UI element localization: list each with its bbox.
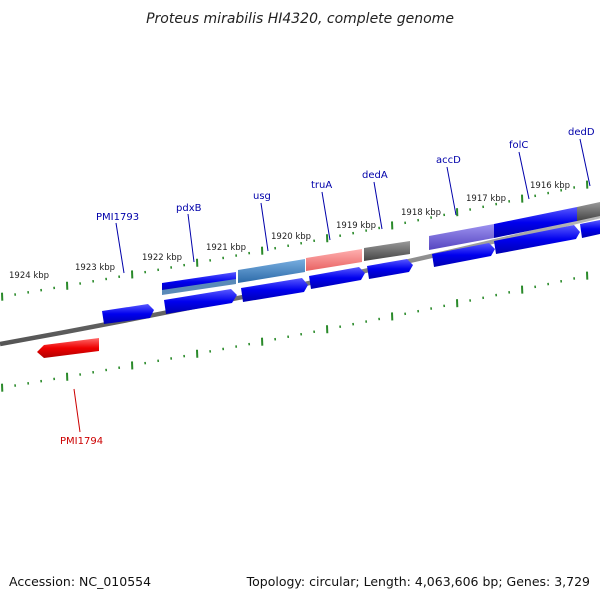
gene-arrow-folC[interactable] — [494, 225, 580, 254]
scale-label-1918: 1918 kbp — [401, 208, 441, 218]
scale-label-1922: 1922 kbp — [142, 253, 182, 263]
cds-upper-2[interactable] — [238, 259, 305, 283]
gene-label-truA[interactable]: truA — [311, 180, 332, 191]
leader-truA — [321, 191, 331, 241]
gene-label-dedA[interactable]: dedA — [362, 170, 388, 181]
scale-ticks-upper — [1, 180, 589, 301]
scale-label-1924: 1924 kbp — [9, 271, 49, 281]
scale-ticks-lower — [1, 271, 589, 392]
gene-arrow-usg[interactable] — [241, 278, 308, 302]
cds-upper-3[interactable] — [306, 249, 362, 271]
gene-label-dedD[interactable]: dedD — [568, 127, 595, 138]
gene-label-pdxB[interactable]: pdxB — [176, 203, 202, 214]
gene-label-pmi1794[interactable]: PMI1794 — [60, 436, 103, 447]
scale-label-1920: 1920 kbp — [271, 232, 311, 242]
leader-pmi1794 — [73, 388, 81, 433]
gene-label-pmi1793[interactable]: PMI1793 — [96, 212, 139, 223]
scale-label-1921: 1921 kbp — [206, 243, 246, 253]
gene-arrow-accD[interactable] — [432, 243, 495, 267]
scale-label-1923: 1923 kbp — [75, 263, 115, 273]
gene-arrow-dedD[interactable] — [580, 220, 600, 238]
gene-arrow-dedA[interactable] — [367, 259, 413, 279]
footer-summary: Topology: circular; Length: 4,063,606 bp… — [246, 574, 590, 589]
gene-label-folC[interactable]: folC — [509, 140, 528, 151]
gene-label-usg[interactable]: usg — [253, 191, 271, 202]
gene-arrow-pmi1793[interactable] — [102, 304, 154, 324]
footer-accession: Accession: NC_010554 — [9, 574, 151, 589]
cds-upper-5[interactable] — [429, 224, 494, 250]
gene-labels: PMI1793 pdxB usg truA dedA accD folC ded… — [60, 127, 595, 447]
leader-dedA — [373, 181, 383, 230]
leader-pmi1793 — [115, 222, 125, 274]
cds-upper-6[interactable] — [494, 207, 577, 238]
cds-upper-1[interactable] — [162, 272, 236, 292]
scale-label-1917: 1917 kbp — [466, 194, 506, 204]
scale-label-1919: 1919 kbp — [336, 221, 376, 231]
scale-label-1916: 1916 kbp — [530, 181, 570, 191]
leader-accD — [446, 166, 457, 216]
gene-arrow-truA[interactable] — [309, 267, 365, 289]
feature-row-upper — [162, 202, 600, 295]
leader-usg — [260, 202, 269, 252]
gene-leaders — [73, 138, 591, 433]
cds-upper-4[interactable] — [364, 241, 410, 261]
leader-pdxB — [187, 213, 195, 263]
gene-arrow-pdxB[interactable] — [164, 289, 237, 314]
gene-arrows-plus — [102, 220, 600, 324]
leader-folC — [518, 151, 530, 200]
map-title: Proteus mirabilis HI4320, complete genom… — [146, 11, 454, 27]
cds-upper-1b[interactable] — [162, 279, 236, 295]
gene-label-accD[interactable]: accD — [436, 155, 461, 166]
scale-labels: 1924 kbp 1923 kbp 1922 kbp 1921 kbp 1920… — [9, 181, 570, 281]
leader-dedD — [579, 138, 591, 187]
gene-arrow-pmi1794[interactable] — [37, 338, 99, 358]
cds-upper-7[interactable] — [577, 202, 600, 221]
